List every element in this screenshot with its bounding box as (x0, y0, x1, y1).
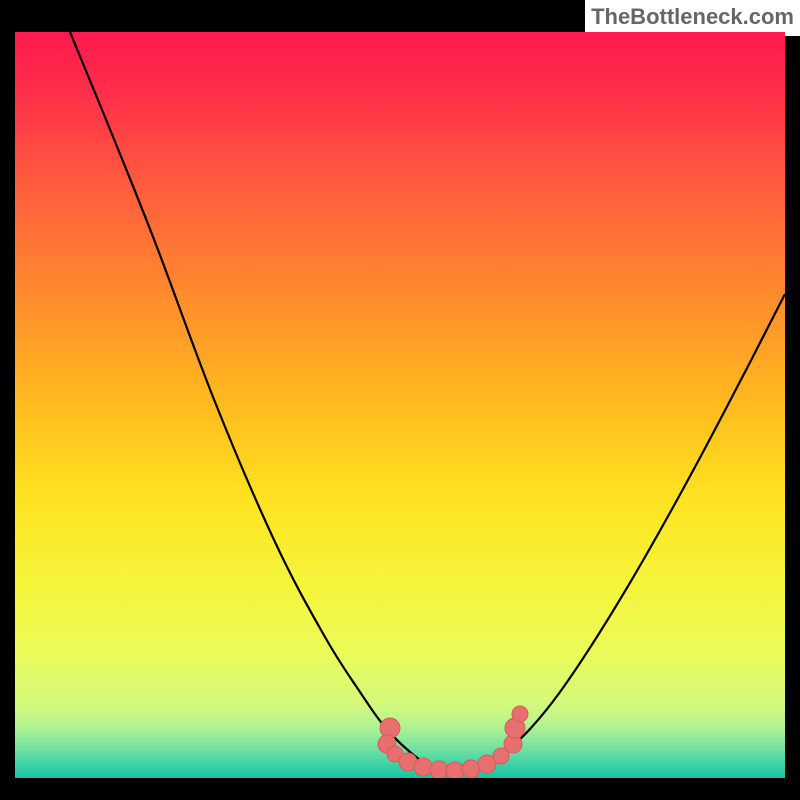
watermark-text: TheBottleneck.com (591, 4, 794, 29)
valley-marker (414, 758, 432, 776)
gradient-background (15, 32, 785, 778)
chart-svg (15, 32, 785, 778)
valley-marker (462, 760, 480, 778)
valley-marker (446, 762, 464, 778)
valley-marker (430, 761, 448, 778)
plot-area (15, 32, 785, 778)
watermark-container: TheBottleneck.com (585, 0, 800, 36)
valley-marker (512, 706, 528, 722)
